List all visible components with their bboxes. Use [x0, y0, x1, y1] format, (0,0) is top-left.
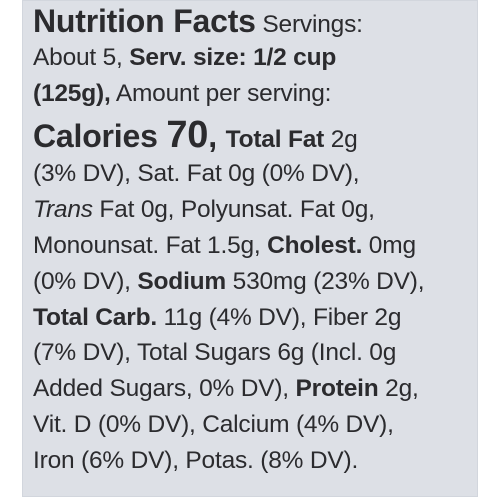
line-4: Calories 70, Total Fat 2g: [33, 115, 473, 155]
vitamin-d-calcium: Vit. D (0% DV), Calcium (4% DV),: [33, 410, 394, 438]
trans-polyunsat: Fat 0g, Polyunsat. Fat 0g,: [92, 196, 375, 224]
monounsat-fat: Monounsat. Fat 1.5g,: [33, 231, 268, 259]
cholesterol-dv: (0% DV),: [33, 267, 138, 295]
calories-value: 70: [166, 114, 209, 157]
added-sugars: Added Sugars, 0% DV),: [33, 375, 296, 403]
fat-dv-sat-fat: (3% DV), Sat. Fat 0g (0% DV),: [33, 160, 360, 188]
sodium-value: 530mg (23% DV),: [226, 267, 425, 295]
servings-label: Servings:: [255, 11, 363, 38]
calories-label: Calories: [33, 118, 167, 155]
iron-potassium: Iron (6% DV), Potas. (8% DV).: [33, 446, 359, 474]
sodium-label: Sodium: [137, 267, 227, 295]
line-7: Monounsat. Fat 1.5g, Cholest. 0mg: [33, 228, 473, 264]
total-carb-label: Total Carb.: [33, 303, 157, 331]
serving-size: Serv. size: 1/2 cup: [129, 43, 337, 71]
line-8: (0% DV), Sodium 530mg (23% DV),: [33, 264, 473, 300]
servings-count: About 5,: [33, 43, 130, 71]
line-1: Nutrition Facts Servings:: [33, 3, 473, 40]
line-12: Vit. D (0% DV), Calcium (4% DV),: [33, 407, 473, 443]
nutrition-facts-heading: Nutrition Facts: [33, 3, 256, 39]
cholesterol-value: 0mg: [362, 231, 416, 259]
line-11: Added Sugars, 0% DV), Protein 2g,: [33, 371, 473, 407]
nutrition-facts-text: Nutrition Facts Servings: About 5, Serv.…: [33, 3, 473, 479]
amount-per-serving: Amount per serving:: [110, 79, 332, 107]
protein-value: 2g,: [378, 375, 419, 403]
line-6: Trans Fat 0g, Polyunsat. Fat 0g,: [33, 192, 473, 228]
fiber-dv-sugars: (7% DV), Total Sugars 6g (Incl. 0g: [33, 339, 397, 367]
cholesterol-label: Cholest.: [267, 231, 363, 259]
calories-comma: ,: [208, 118, 226, 155]
line-2: About 5, Serv. size: 1/2 cup: [33, 40, 473, 76]
total-fat-label: Total Fat: [225, 126, 325, 154]
line-13: Iron (6% DV), Potas. (8% DV).: [33, 443, 473, 479]
serving-grams: (125g),: [33, 79, 111, 107]
total-carb-value: 11g (4% DV), Fiber 2g: [156, 303, 402, 331]
trans-label: Trans: [33, 196, 93, 224]
protein-label: Protein: [295, 375, 379, 403]
total-fat-value: 2g: [324, 126, 358, 154]
line-5: (3% DV), Sat. Fat 0g (0% DV),: [33, 156, 473, 192]
line-9: Total Carb. 11g (4% DV), Fiber 2g: [33, 300, 473, 336]
line-3: (125g), Amount per serving:: [33, 76, 473, 112]
label-panel: [22, 0, 478, 497]
line-10: (7% DV), Total Sugars 6g (Incl. 0g: [33, 335, 473, 371]
